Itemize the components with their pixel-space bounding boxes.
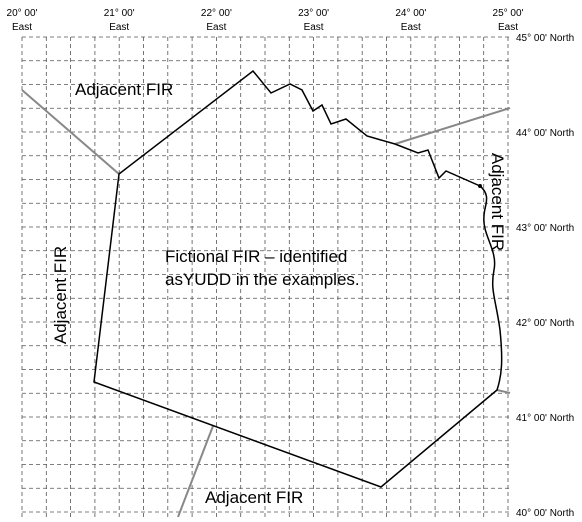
boundary-line	[177, 425, 214, 518]
latitude-label: 42° 00' North	[516, 318, 574, 329]
longitude-label: 24° 00'	[395, 8, 426, 19]
longitude-label: East	[401, 22, 421, 33]
fir-label: Fictional FIR – identified	[165, 247, 347, 266]
longitude-label: East	[206, 22, 226, 33]
graticule	[21, 36, 510, 517]
graticule-labels: 20° 00' East 21° 00' East 22° 00' East 23° 00'…	[7, 8, 575, 519]
latitude-label: 41° 00' North	[516, 413, 574, 424]
boundary-line	[394, 107, 511, 145]
longitude-label: East	[12, 22, 32, 33]
longitude-label: East	[109, 22, 129, 33]
longitude-label: 25° 00'	[493, 8, 524, 19]
longitude-label: 20° 00'	[7, 8, 38, 19]
longitude-label: East	[304, 22, 324, 33]
region-label: Adjacent FIR	[488, 153, 507, 251]
fir-boundary	[93, 69, 503, 488]
latitude-label: 45° 00' North	[516, 33, 574, 44]
latitude-label: 44° 00' North	[516, 128, 574, 139]
region-label: Adjacent FIR	[51, 246, 70, 344]
fir-label: asYUDD in the examples.	[165, 270, 360, 289]
longitude-label: 23° 00'	[298, 8, 329, 19]
longitude-label: 21° 00'	[104, 8, 135, 19]
longitude-label: East	[498, 22, 518, 33]
longitude-label: 22° 00'	[201, 8, 232, 19]
boundary-point	[478, 184, 482, 188]
latitude-label: 43° 00' North	[516, 223, 574, 234]
boundary-line	[21, 89, 120, 175]
latitude-label: 40° 00' North	[516, 508, 574, 517]
adjacent-boundaries	[21, 89, 511, 518]
region-label: Adjacent FIR	[75, 80, 173, 99]
region-label: Adjacent FIR	[205, 488, 303, 507]
boundary-line	[496, 389, 511, 394]
